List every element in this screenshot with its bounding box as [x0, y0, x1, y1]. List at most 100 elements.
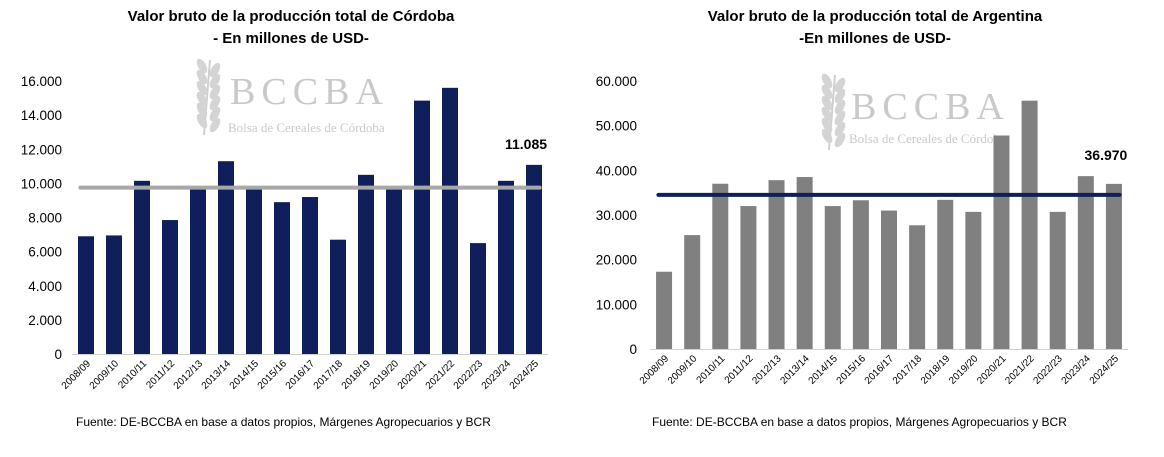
- bar: [246, 186, 262, 354]
- wheat-grain: [196, 113, 208, 129]
- bar: [684, 235, 701, 349]
- wheat-grain: [209, 106, 221, 122]
- chart-title: Valor bruto de la producción total de Ar…: [584, 6, 1164, 50]
- bar: [768, 180, 785, 349]
- x-tick-label: 2012/13: [750, 353, 784, 387]
- wheat-grain: [196, 58, 208, 74]
- bar: [712, 183, 729, 349]
- cordoba-chart-panel: Valor bruto de la producción total de Có…: [0, 6, 582, 429]
- bar: [302, 197, 318, 354]
- x-tick-label: 2010/11: [116, 358, 149, 391]
- x-tick-label: 2018/19: [919, 353, 953, 387]
- bar: [134, 180, 150, 354]
- x-tick-label: 2021/22: [424, 358, 458, 392]
- x-tick-label: 2008/09: [60, 358, 94, 392]
- bar: [358, 174, 374, 354]
- watermark-name: BCCBA: [230, 71, 389, 113]
- watermark-name: BCCBA: [851, 86, 1010, 128]
- bar: [993, 135, 1010, 349]
- wheat-grain: [834, 88, 846, 104]
- bar: [965, 211, 982, 349]
- x-tick-label: 2020/21: [975, 353, 1009, 387]
- bar: [1077, 176, 1094, 349]
- y-tick-label: 4.000: [28, 279, 62, 294]
- x-tick-label: 2021/22: [1003, 353, 1037, 387]
- chart-source: Fuente: DE-BCCBA en base a datos propios…: [76, 415, 491, 429]
- x-tick-label: 2022/23: [452, 358, 486, 392]
- y-tick-label: 16.000: [21, 74, 62, 89]
- chart-source: Fuente: DE-BCCBA en base a datos propios…: [652, 415, 1067, 429]
- x-tick-label: 2022/23: [1031, 353, 1065, 387]
- bar: [937, 199, 954, 349]
- y-tick-label: 2.000: [28, 313, 62, 328]
- bar: [740, 206, 757, 349]
- chart-title-line2: - En millones de USD-: [213, 30, 369, 47]
- data-label: 11.085: [505, 136, 547, 152]
- argentina-bar-chart: BCCBA Bolsa de Cereales de Córdoba 0 10.000…: [596, 73, 1128, 387]
- x-tick-label: 2009/10: [88, 358, 122, 392]
- y-tick-label: 10.000: [21, 176, 62, 191]
- bar: [796, 177, 813, 349]
- x-tick-label: 2015/16: [835, 353, 869, 387]
- bar: [386, 189, 402, 354]
- chart-body: BCCBA Bolsa de Cereales de Córdoba 0 10.000…: [596, 73, 1128, 387]
- y-tick-label: 60.000: [596, 74, 637, 89]
- bar: [881, 210, 897, 349]
- x-tick-label: 2024/25: [508, 358, 542, 392]
- x-tick-label: 2014/15: [228, 358, 262, 392]
- bar: [852, 200, 869, 349]
- wheat-icon: [196, 58, 221, 136]
- wheat-grain: [209, 62, 221, 78]
- y-tick-label: 40.000: [596, 163, 637, 178]
- bar: [1049, 211, 1066, 349]
- bar: [330, 239, 346, 354]
- y-tick-label: 0: [54, 347, 62, 362]
- y-tick-label: 8.000: [28, 211, 62, 226]
- y-tick-label: 0: [629, 342, 637, 357]
- bccba-watermark-logo: BCCBA Bolsa de Cereales de Córdoba: [196, 58, 389, 136]
- chart-body: BCCBA Bolsa de Cereales de Córdoba 0 2.000 4…: [21, 58, 548, 392]
- bar: [442, 87, 458, 354]
- chart-title-line1: Valor bruto de la producción total de Có…: [127, 8, 455, 25]
- bar: [1105, 183, 1122, 349]
- wheat-grain: [821, 117, 833, 133]
- y-tick-label: 14.000: [21, 108, 62, 123]
- cordoba-bar-chart: BCCBA Bolsa de Cereales de Córdoba 0 2.000 4…: [21, 58, 548, 392]
- wheat-grain: [821, 95, 833, 111]
- wheat-icon: [821, 73, 846, 151]
- x-tick-label: 2019/20: [947, 353, 981, 387]
- data-label: 36.970: [1085, 147, 1128, 163]
- wheat-grain: [196, 91, 208, 107]
- y-tick-label: 12.000: [21, 142, 62, 157]
- bar: [162, 220, 178, 354]
- x-tick-label: 2008/09: [638, 353, 672, 387]
- bar: [190, 186, 206, 354]
- wheat-grain: [821, 106, 833, 122]
- wheat-grain: [209, 84, 221, 100]
- wheat-grain: [834, 99, 846, 115]
- bar: [824, 206, 841, 349]
- x-tick-label: 2015/16: [256, 358, 290, 392]
- wheat-grain: [834, 110, 846, 126]
- y-tick-label: 10.000: [596, 297, 637, 312]
- chart-title-line1: Valor bruto de la producción total de Ar…: [707, 8, 1043, 25]
- x-tick-label: 2010/11: [695, 353, 728, 386]
- bccba-watermark-logo: BCCBA Bolsa de Cereales de Córdoba: [821, 73, 1010, 151]
- wheat-grain: [821, 73, 833, 89]
- x-tick-label: 2012/13: [172, 358, 206, 392]
- wheat-grain: [821, 84, 833, 100]
- chart-title: Valor bruto de la producción total de Có…: [0, 6, 582, 50]
- wheat-grain: [821, 128, 833, 144]
- bar: [106, 235, 122, 354]
- x-tick-label: 2019/20: [368, 358, 402, 392]
- wheat-grain: [834, 132, 846, 148]
- chart-title-line2: -En millones de USD-: [799, 30, 951, 47]
- x-tick-label: 2014/15: [807, 353, 841, 387]
- x-tick-label: 2016/17: [863, 353, 897, 387]
- bar: [656, 271, 673, 349]
- y-tick-label: 20.000: [596, 253, 637, 268]
- argentina-chart-panel: Valor bruto de la producción total de Ar…: [582, 0, 1164, 457]
- x-tick-label: 2013/14: [200, 358, 234, 392]
- x-tick-label: 2023/24: [480, 358, 514, 392]
- watermark-subtitle: Bolsa de Cereales de Córdoba: [849, 131, 1006, 146]
